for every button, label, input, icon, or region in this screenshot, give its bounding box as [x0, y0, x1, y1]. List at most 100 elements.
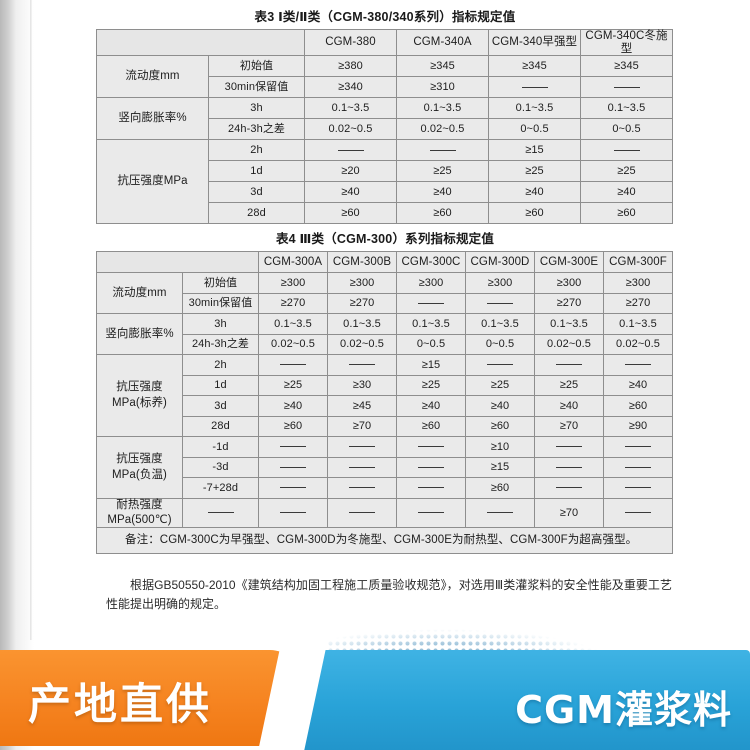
em-dash-placeholder — [280, 446, 306, 448]
table-row: 3d ≥40 ≥40 ≥40 ≥40 — [97, 181, 673, 204]
em-dash-placeholder — [556, 487, 582, 489]
table-row: 抗压强度 MPa(标养) 2h ≥15 — [96, 354, 673, 437]
table-cell — [534, 477, 604, 499]
table-cell — [534, 456, 604, 478]
row-sub-label: 2h — [182, 354, 259, 376]
table-cell: ≥20 — [304, 160, 397, 183]
table-cell — [396, 292, 466, 314]
table-row: 流动度mm 初始值 ≥300 ≥300 ≥300 ≥300 ≥300 ≥300 — [96, 272, 673, 314]
table-cell: 0.1~3.5 — [580, 97, 673, 120]
table-cell — [603, 497, 673, 528]
em-dash-placeholder — [625, 364, 651, 366]
table-cell — [258, 477, 328, 499]
table-cell: ≥40 — [304, 181, 397, 204]
table-cell: ≥300 — [603, 272, 673, 294]
table-row: 30min保留值 ≥340 ≥310 — [97, 76, 673, 99]
table-cell: 0.1~3.5 — [396, 313, 466, 335]
table-header-row: CGM-300A CGM-300B CGM-300C CGM-300D CGM-300E… — [96, 251, 673, 273]
em-dash-placeholder — [625, 512, 651, 514]
column-header: CGM-300C — [396, 251, 466, 273]
column-header: CGM-380 — [304, 28, 397, 57]
em-dash-placeholder — [429, 149, 456, 151]
paragraph-line-2: 能提出明确的规定。 — [118, 596, 227, 611]
body-paragraph: 根据GB50550-2010《建筑结构加固工程施工质量验收规范》，对选用Ⅲ类灌浆… — [106, 576, 672, 613]
table-cell: ≥300 — [534, 272, 604, 294]
table-cell: ≥300 — [396, 272, 466, 294]
table-cell — [580, 76, 673, 99]
row-sub-label: -3d — [182, 456, 259, 478]
row-group-label: 竖向膨胀率% — [96, 97, 209, 141]
table3: CGM-380 CGM-340A CGM-340早强型 CGM-340C冬施型 流动度m… — [96, 28, 673, 225]
table-cell — [327, 456, 397, 478]
table-cell: ≥70 — [327, 415, 397, 437]
column-header: CGM-340A — [396, 28, 489, 57]
em-dash-placeholder — [625, 466, 651, 468]
row-group-label-line2: MPa(负温) — [111, 468, 167, 481]
row-group-label: 抗压强度 MPa(负温) — [96, 436, 183, 499]
row-sub-label: 3d — [208, 181, 305, 204]
row-group-label: 抗压强度 MPa(标养) — [96, 354, 183, 437]
table-cell — [396, 477, 466, 499]
bottom-banner: 产地直供 CGM灌浆料 — [0, 640, 750, 750]
table-cell: 0.1~3.5 — [396, 97, 489, 120]
table-cell: ≥380 — [304, 55, 397, 78]
table-cell: 0~0.5 — [396, 333, 466, 355]
table-cell: 0.02~0.5 — [327, 333, 397, 355]
header-corner-cell — [96, 28, 305, 57]
table-row: 抗压强度 MPa(负温) -1d ≥10 — [96, 436, 673, 499]
em-dash-placeholder — [280, 512, 306, 514]
em-dash-placeholder — [613, 86, 640, 88]
table-cell: 0.1~3.5 — [465, 313, 535, 335]
table-cell — [304, 139, 397, 162]
em-dash-placeholder — [280, 487, 306, 489]
table-row: 流动度mm 初始值 ≥380 ≥345 ≥345 ≥345 — [96, 55, 673, 99]
column-header: CGM-300F — [603, 251, 673, 273]
table-cell: ≥25 — [488, 160, 581, 183]
table-cell — [396, 436, 466, 458]
row-group-label-line1: 耐热强度 — [116, 498, 163, 511]
table-cell — [603, 456, 673, 478]
table-cell: ≥25 — [580, 160, 673, 183]
table-cell — [258, 497, 328, 528]
column-header: CGM-300E — [534, 251, 604, 273]
table-cell: ≥70 — [534, 497, 604, 528]
em-dash-placeholder — [556, 466, 582, 468]
table-cell — [396, 497, 466, 528]
table-cell: ≥300 — [327, 272, 397, 294]
table4: CGM-300A CGM-300B CGM-300C CGM-300D CGM-300E… — [96, 251, 673, 554]
table-cell: 0.02~0.5 — [258, 333, 328, 355]
em-dash-placeholder — [418, 487, 444, 489]
table-cell: 0~0.5 — [580, 118, 673, 141]
em-dash-placeholder — [418, 512, 444, 514]
table-cell: ≥15 — [488, 139, 581, 162]
table-header-row: CGM-380 CGM-340A CGM-340早强型 CGM-340C冬施型 — [96, 28, 673, 57]
table-cell — [488, 76, 581, 99]
banner-blue-panel — [280, 650, 750, 750]
row-sub-label: -1d — [182, 436, 259, 458]
table-cell: ≥40 — [465, 395, 535, 417]
table-cell — [465, 292, 535, 314]
em-dash-placeholder — [207, 512, 234, 514]
table-row: 30min保留值 ≥270 ≥270 ≥270 ≥270 — [97, 292, 673, 314]
table-cell: ≥270 — [534, 292, 604, 314]
em-dash-placeholder — [349, 487, 375, 489]
banner-right-text: CGM灌浆料 — [515, 688, 732, 732]
table4-caption: 表4 Ⅲ类（CGM-300）系列指标规定值 — [275, 232, 495, 246]
em-dash-placeholder — [521, 86, 548, 88]
table-note-row: 备注：CGM-300C为早强型、CGM-300D为冬施型、CGM-300E为耐热… — [96, 526, 673, 554]
row-group-label: 耐热强度 MPa(500℃) — [96, 497, 183, 528]
page-fold-edge — [30, 0, 32, 640]
table-cell: ≥340 — [304, 76, 397, 99]
table-cell: ≥345 — [580, 55, 673, 78]
table-cell — [327, 436, 397, 458]
row-sub-label: 2h — [208, 139, 305, 162]
row-sub-label: 3h — [208, 97, 305, 120]
em-dash-placeholder — [280, 364, 306, 366]
table-row: -3d ≥15 — [97, 456, 673, 478]
table-cell — [534, 436, 604, 458]
table-cell: ≥60 — [465, 477, 535, 499]
table-cell: ≥25 — [396, 160, 489, 183]
table-cell — [396, 139, 489, 162]
table-cell: ≥60 — [603, 395, 673, 417]
em-dash-placeholder — [625, 446, 651, 448]
